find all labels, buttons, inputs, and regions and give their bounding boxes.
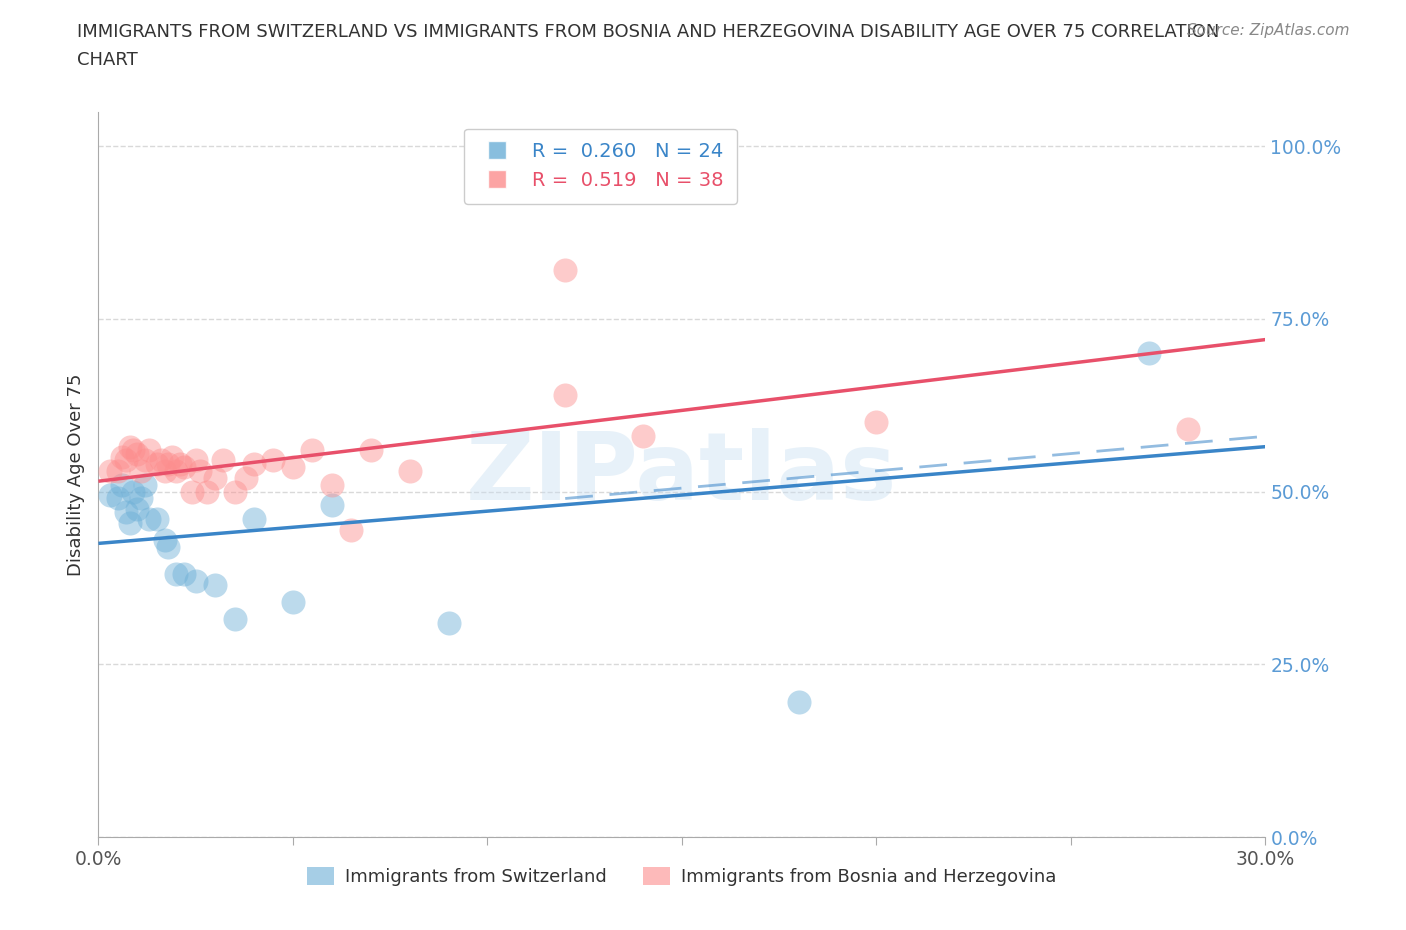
Text: Source: ZipAtlas.com: Source: ZipAtlas.com xyxy=(1187,23,1350,38)
Point xyxy=(360,443,382,458)
Point xyxy=(437,616,460,631)
Point xyxy=(153,463,176,478)
Point xyxy=(162,449,184,464)
Point xyxy=(138,512,160,526)
Point xyxy=(169,457,191,472)
Point xyxy=(149,453,172,468)
Text: ZIPatlas: ZIPatlas xyxy=(467,429,897,520)
Point xyxy=(1177,422,1199,437)
Point xyxy=(127,501,149,516)
Point xyxy=(129,463,152,478)
Point xyxy=(107,491,129,506)
Point xyxy=(212,453,235,468)
Point xyxy=(118,515,141,530)
Point xyxy=(554,263,576,278)
Point xyxy=(554,388,576,403)
Point xyxy=(204,578,226,592)
Point xyxy=(138,443,160,458)
Text: IMMIGRANTS FROM SWITZERLAND VS IMMIGRANTS FROM BOSNIA AND HERZEGOVINA DISABILITY: IMMIGRANTS FROM SWITZERLAND VS IMMIGRANT… xyxy=(77,23,1219,41)
Point xyxy=(157,457,180,472)
Point xyxy=(281,460,304,475)
Point xyxy=(122,443,145,458)
Point xyxy=(118,439,141,454)
Point xyxy=(111,477,134,492)
Point xyxy=(340,522,363,537)
Point xyxy=(224,485,246,499)
Point xyxy=(281,594,304,609)
Point xyxy=(243,457,266,472)
Point xyxy=(398,463,420,478)
Point xyxy=(243,512,266,526)
Point xyxy=(146,457,169,472)
Point xyxy=(787,695,810,710)
Point xyxy=(184,574,207,589)
Point xyxy=(111,449,134,464)
Point xyxy=(129,491,152,506)
Point xyxy=(204,471,226,485)
Point xyxy=(134,453,156,468)
Point xyxy=(165,463,187,478)
Point xyxy=(1137,346,1160,361)
Point xyxy=(173,460,195,475)
Point xyxy=(235,471,257,485)
Point xyxy=(165,567,187,582)
Point xyxy=(114,453,136,468)
Point xyxy=(180,485,202,499)
Point xyxy=(153,533,176,548)
Y-axis label: Disability Age Over 75: Disability Age Over 75 xyxy=(66,373,84,576)
Point xyxy=(146,512,169,526)
Point xyxy=(122,485,145,499)
Point xyxy=(114,505,136,520)
Point xyxy=(188,463,211,478)
Legend: Immigrants from Switzerland, Immigrants from Bosnia and Herzegovina: Immigrants from Switzerland, Immigrants … xyxy=(299,859,1064,893)
Point xyxy=(631,429,654,444)
Point xyxy=(98,463,121,478)
Point xyxy=(184,453,207,468)
Point xyxy=(157,539,180,554)
Point xyxy=(865,415,887,430)
Text: CHART: CHART xyxy=(77,51,138,69)
Point xyxy=(321,498,343,512)
Point xyxy=(98,487,121,502)
Point xyxy=(224,612,246,627)
Point xyxy=(134,477,156,492)
Point xyxy=(195,485,218,499)
Point xyxy=(173,567,195,582)
Point xyxy=(107,463,129,478)
Point xyxy=(321,477,343,492)
Point xyxy=(301,443,323,458)
Point xyxy=(262,453,284,468)
Point xyxy=(127,446,149,461)
